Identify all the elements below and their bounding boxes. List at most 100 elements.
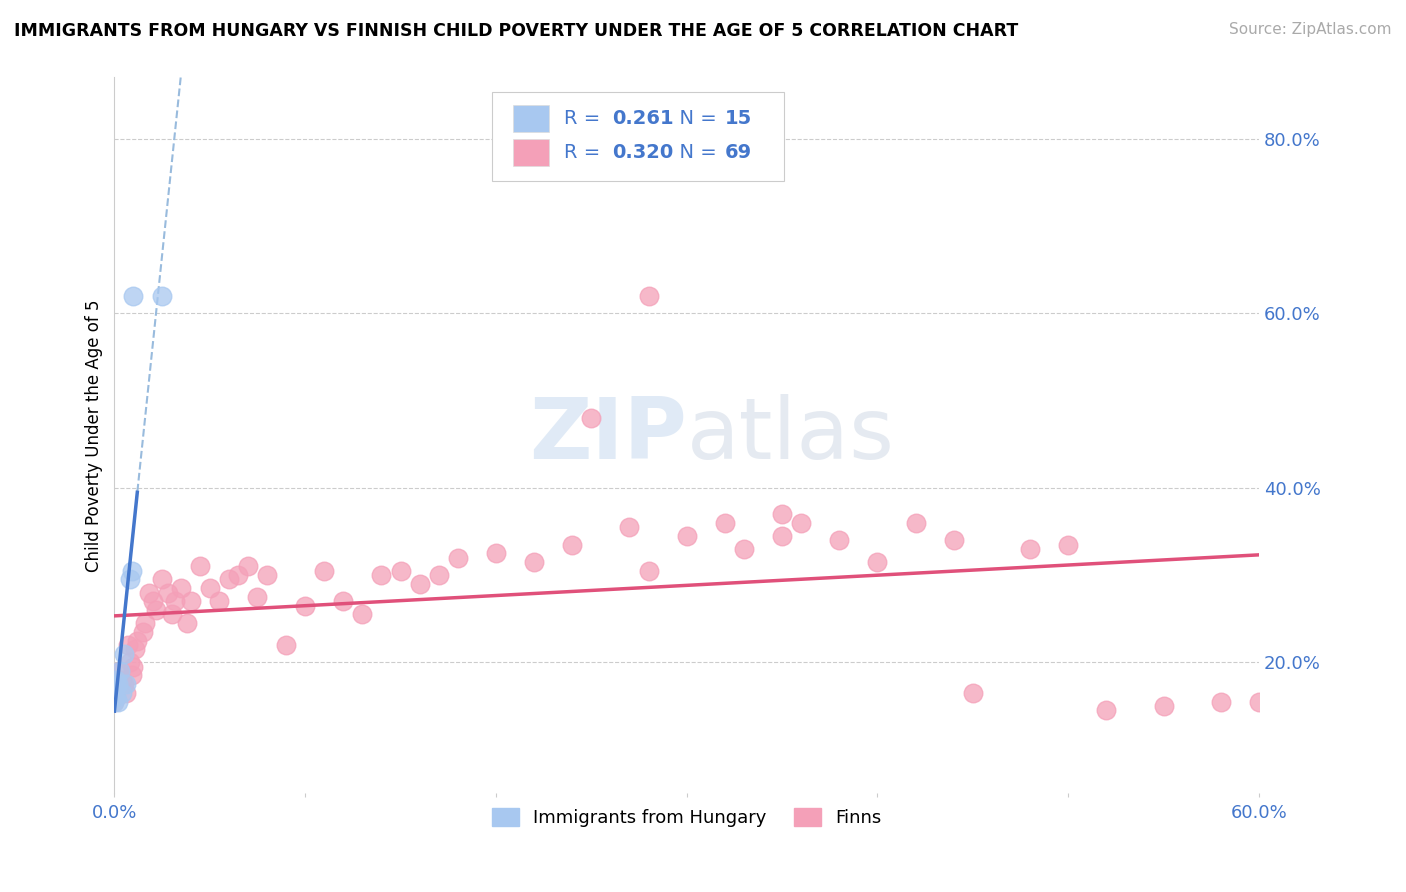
Point	[170, 581, 193, 595]
Point	[145, 603, 167, 617]
Point	[675, 529, 697, 543]
FancyBboxPatch shape	[513, 104, 550, 132]
Point	[228, 568, 250, 582]
Point	[1153, 699, 1175, 714]
FancyBboxPatch shape	[492, 92, 785, 181]
Point	[134, 616, 156, 631]
Point	[637, 564, 659, 578]
Point	[121, 564, 143, 578]
Point	[115, 686, 138, 700]
Point	[160, 607, 183, 622]
Point	[124, 642, 146, 657]
Point	[408, 577, 430, 591]
Point	[103, 677, 125, 691]
Point	[111, 673, 134, 687]
Point	[156, 585, 179, 599]
Point	[790, 516, 813, 530]
Point	[581, 411, 603, 425]
Point	[142, 594, 165, 608]
Point	[105, 673, 128, 687]
Point	[561, 537, 583, 551]
Legend: Immigrants from Hungary, Finns: Immigrants from Hungary, Finns	[485, 801, 889, 834]
Point	[108, 664, 131, 678]
Point	[107, 695, 129, 709]
Text: 0.320: 0.320	[612, 143, 673, 162]
Point	[1247, 695, 1270, 709]
Point	[619, 520, 641, 534]
Point	[485, 546, 508, 560]
FancyBboxPatch shape	[513, 139, 550, 166]
Point	[208, 594, 231, 608]
Point	[107, 677, 129, 691]
Text: 69: 69	[724, 143, 752, 162]
Text: N =: N =	[668, 109, 723, 128]
Text: 15: 15	[724, 109, 752, 128]
Point	[274, 638, 297, 652]
Point	[105, 690, 128, 705]
Point	[1019, 541, 1042, 556]
Point	[165, 594, 187, 608]
Text: ZIP: ZIP	[529, 394, 686, 477]
Point	[1057, 537, 1080, 551]
Point	[107, 677, 129, 691]
Point	[150, 573, 173, 587]
Text: R =: R =	[564, 109, 607, 128]
Point	[770, 507, 793, 521]
Point	[103, 695, 125, 709]
Point	[447, 550, 470, 565]
Y-axis label: Child Poverty Under the Age of 5: Child Poverty Under the Age of 5	[86, 299, 103, 572]
Point	[314, 564, 336, 578]
Point	[218, 573, 240, 587]
Point	[427, 568, 450, 582]
Point	[117, 638, 139, 652]
Point	[122, 659, 145, 673]
Point	[103, 677, 125, 691]
Point	[108, 664, 131, 678]
Text: Source: ZipAtlas.com: Source: ZipAtlas.com	[1229, 22, 1392, 37]
Point	[180, 594, 202, 608]
Point	[105, 690, 128, 705]
Point	[127, 633, 149, 648]
Point	[103, 695, 125, 709]
Point	[352, 607, 374, 622]
Point	[112, 677, 135, 691]
Point	[132, 624, 155, 639]
Point	[770, 529, 793, 543]
Point	[121, 668, 143, 682]
Point	[370, 568, 392, 582]
Point	[111, 686, 134, 700]
Text: IMMIGRANTS FROM HUNGARY VS FINNISH CHILD POVERTY UNDER THE AGE OF 5 CORRELATION : IMMIGRANTS FROM HUNGARY VS FINNISH CHILD…	[14, 22, 1018, 40]
Point	[150, 289, 173, 303]
Point	[105, 673, 128, 687]
Point	[122, 289, 145, 303]
Point	[246, 590, 269, 604]
Point	[866, 555, 889, 569]
Point	[118, 656, 141, 670]
Point	[236, 559, 259, 574]
Point	[1095, 703, 1118, 717]
Point	[1209, 695, 1232, 709]
Point	[118, 573, 141, 587]
Point	[332, 594, 354, 608]
Text: atlas: atlas	[686, 394, 894, 477]
Point	[962, 686, 984, 700]
Point	[904, 516, 927, 530]
Text: 0.261: 0.261	[612, 109, 673, 128]
Point	[733, 541, 755, 556]
Point	[115, 677, 138, 691]
Text: N =: N =	[668, 143, 723, 162]
Point	[112, 647, 135, 661]
Point	[138, 585, 160, 599]
Point	[198, 581, 221, 595]
Point	[294, 599, 316, 613]
Point	[389, 564, 412, 578]
Point	[714, 516, 737, 530]
Point	[103, 681, 125, 696]
Point	[256, 568, 278, 582]
Point	[176, 616, 198, 631]
Text: R =: R =	[564, 143, 607, 162]
Point	[188, 559, 211, 574]
Point	[637, 289, 659, 303]
Point	[942, 533, 965, 548]
Point	[523, 555, 546, 569]
